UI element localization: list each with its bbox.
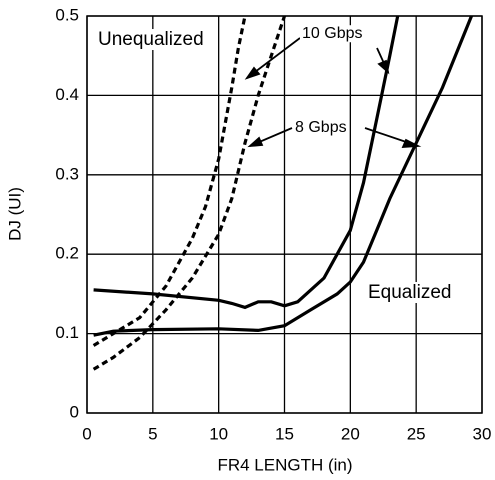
line bbox=[93, 15, 400, 310]
annotation: 8 Gbps bbox=[295, 119, 347, 136]
plot-frame bbox=[86, 15, 483, 414]
y-axis-label: DJ (UI) bbox=[5, 187, 24, 241]
y-tick-label: 0.5 bbox=[55, 5, 79, 24]
x-tick-label: 0 bbox=[82, 424, 91, 443]
annotation-bg bbox=[366, 282, 454, 304]
line bbox=[93, 15, 473, 337]
x-tick-label: 20 bbox=[341, 424, 360, 443]
x-tick-label: 25 bbox=[407, 424, 426, 443]
x-tick-label: 10 bbox=[209, 424, 228, 443]
annotation: Unequalized bbox=[98, 29, 204, 50]
annotation: Equalized bbox=[368, 282, 451, 303]
x-tick-label: 30 bbox=[473, 424, 492, 443]
y-tick-label: 0.1 bbox=[55, 323, 79, 342]
annotation-bg bbox=[96, 29, 206, 51]
annotation-bg bbox=[293, 119, 349, 137]
annotation: 10 Gbps bbox=[302, 25, 362, 42]
y-tick-label: 0.4 bbox=[55, 85, 79, 104]
x-axis-label: FR4 LENGTH (in) bbox=[217, 455, 352, 474]
x-tick-label: 15 bbox=[275, 424, 294, 443]
y-tick-label: 0.2 bbox=[55, 244, 79, 263]
annotation-bg bbox=[300, 25, 365, 43]
y-tick-label: 0.3 bbox=[55, 164, 79, 183]
x-tick-label: 5 bbox=[148, 424, 157, 443]
y-tick-label: 0 bbox=[70, 402, 79, 421]
line bbox=[92, 15, 287, 371]
